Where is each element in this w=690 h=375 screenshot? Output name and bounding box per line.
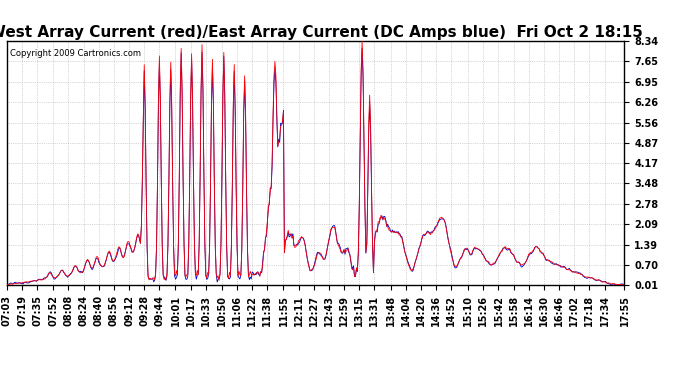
Text: Copyright 2009 Cartronics.com: Copyright 2009 Cartronics.com	[10, 49, 141, 58]
Title: West Array Current (red)/East Array Current (DC Amps blue)  Fri Oct 2 18:15: West Array Current (red)/East Array Curr…	[0, 25, 642, 40]
